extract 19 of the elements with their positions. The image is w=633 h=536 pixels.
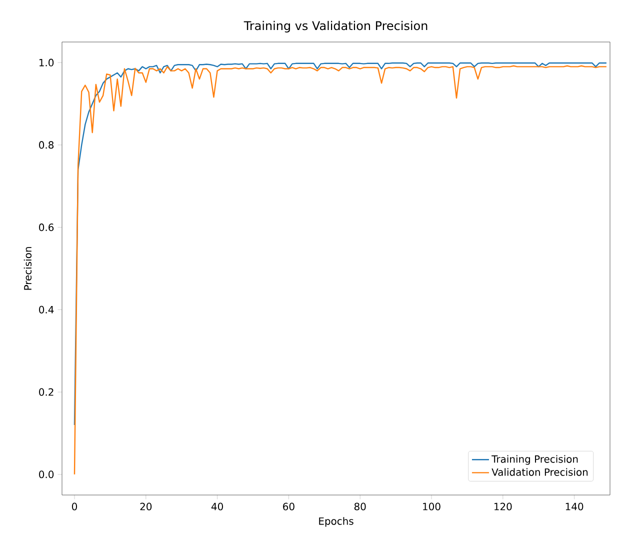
x-tick-label: 60 <box>283 502 294 510</box>
x-tick-label: 120 <box>494 502 512 510</box>
y-tick-label: 1.0 <box>39 58 54 66</box>
x-tick-label: 0 <box>72 502 78 510</box>
x-axis-title: Epochs <box>319 517 354 527</box>
chart-title: Training vs Validation Precision <box>244 20 428 32</box>
legend-label: Training Precision <box>492 455 578 465</box>
y-tick-label: 0.8 <box>39 141 54 149</box>
x-tick-label: 100 <box>423 502 440 510</box>
x-tick-label: 140 <box>566 502 584 510</box>
y-tick-label: 0.0 <box>39 470 54 478</box>
legend-label: Validation Precision <box>492 468 588 476</box>
y-tick-label: 0.4 <box>39 306 54 314</box>
y-axis-title: Precision <box>24 247 32 290</box>
x-tick-label: 20 <box>140 502 152 510</box>
y-tick-label: 0.2 <box>39 388 54 396</box>
x-tick-label: 80 <box>354 502 366 510</box>
x-tick-label: 40 <box>211 502 223 510</box>
y-tick-label: 0.6 <box>39 224 54 232</box>
